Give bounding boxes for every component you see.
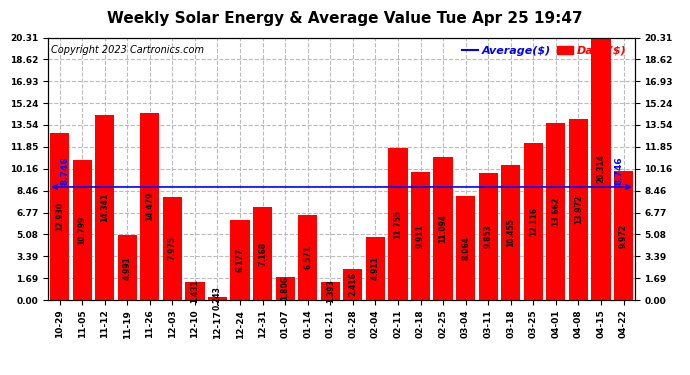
Text: 13.972: 13.972 [574,195,583,224]
Bar [524,143,543,300]
Text: 8.064: 8.064 [461,236,470,260]
Text: 7.168: 7.168 [258,242,267,266]
Bar [186,282,204,300]
Bar [72,160,92,300]
Text: 10.455: 10.455 [506,218,515,247]
Bar [456,196,475,300]
Bar [343,269,362,300]
Bar [118,236,137,300]
Bar [275,277,295,300]
Legend: Average($), Daily($): Average($), Daily($) [462,46,627,56]
Text: 9.853: 9.853 [484,224,493,248]
Text: Weekly Solar Energy & Average Value Tue Apr 25 19:47: Weekly Solar Energy & Average Value Tue … [107,11,583,26]
Text: 14.341: 14.341 [100,193,109,222]
Bar [208,297,227,300]
Bar [546,123,565,300]
Text: 1.806: 1.806 [281,276,290,300]
Text: 2.416: 2.416 [348,273,357,296]
Text: Copyright 2023 Cartronics.com: Copyright 2023 Cartronics.com [51,45,204,56]
Bar [163,197,182,300]
Text: 8.746: 8.746 [60,156,69,185]
Text: 6.571: 6.571 [303,246,312,270]
Text: 1.431: 1.431 [190,279,199,303]
Text: 13.662: 13.662 [551,197,560,226]
Bar [321,282,340,300]
Bar [366,237,385,300]
Bar [253,207,272,300]
Bar [140,113,159,300]
Text: 1.393: 1.393 [326,279,335,303]
Text: 14.479: 14.479 [146,192,155,221]
Bar [298,215,317,300]
Bar [433,157,453,300]
Text: 10.799: 10.799 [78,216,87,245]
Text: 12.930: 12.930 [55,202,64,231]
Text: 6.177: 6.177 [235,248,244,272]
Text: 11.755: 11.755 [393,210,402,238]
Text: 20.314: 20.314 [596,154,605,183]
Bar [388,148,408,300]
Bar [95,115,115,300]
Text: 12.116: 12.116 [529,207,538,236]
Text: 8.746: 8.746 [614,156,623,185]
Text: 0.243: 0.243 [213,286,222,310]
Bar [614,171,633,300]
Bar [591,38,611,300]
Bar [479,172,497,300]
Text: 4.991: 4.991 [123,256,132,280]
Text: 9.911: 9.911 [416,224,425,248]
Text: 4.911: 4.911 [371,256,380,280]
Text: 11.094: 11.094 [439,214,448,243]
Bar [411,172,430,300]
Text: 7.975: 7.975 [168,237,177,261]
Bar [50,133,69,300]
Bar [501,165,520,300]
Bar [230,220,250,300]
Bar [569,119,588,300]
Text: 9.972: 9.972 [619,224,628,248]
